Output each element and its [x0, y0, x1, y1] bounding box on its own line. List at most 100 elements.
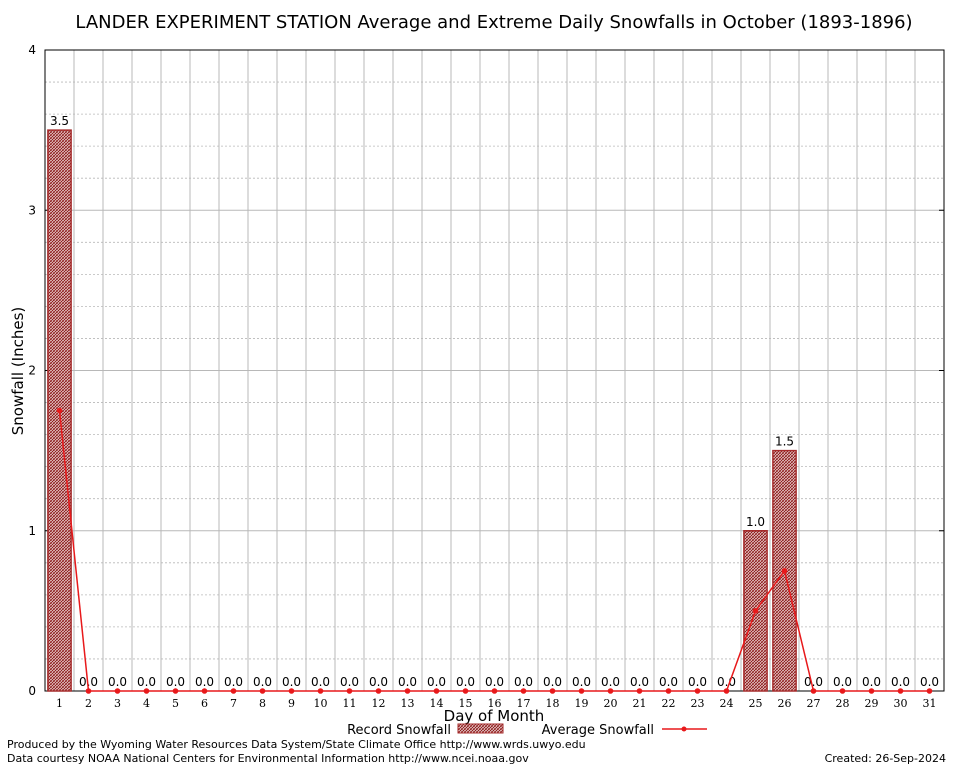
- average-point: [607, 688, 614, 694]
- average-point: [520, 688, 527, 694]
- average-point: [433, 688, 440, 694]
- average-point: [259, 688, 266, 694]
- x-tick-label: 24: [720, 697, 734, 710]
- x-tick-label: 19: [575, 697, 589, 710]
- average-point: [288, 688, 295, 694]
- legend-record-swatch: [457, 723, 504, 734]
- x-tick-label: 29: [865, 697, 879, 710]
- x-tick-label: 2: [85, 697, 92, 710]
- x-tick-label: 18: [546, 697, 560, 710]
- x-tick-label: 30: [894, 697, 908, 710]
- x-tick-label: 16: [488, 697, 502, 710]
- average-point: [839, 688, 846, 694]
- x-tick-label: 5: [172, 697, 179, 710]
- bar-value-label: 0.0: [427, 675, 446, 689]
- bar-value-label: 0.0: [891, 675, 910, 689]
- bar-value-label: 0.0: [137, 675, 156, 689]
- bar-value-label: 0.0: [659, 675, 678, 689]
- average-point: [56, 407, 63, 414]
- average-point: [665, 688, 672, 694]
- y-tick-label: 3: [28, 203, 36, 217]
- x-tick-label: 28: [836, 697, 850, 710]
- x-tick-label: 1: [56, 697, 63, 710]
- bar-value-label: 0.0: [253, 675, 272, 689]
- average-point: [810, 688, 817, 694]
- x-tick-label: 10: [314, 697, 328, 710]
- x-tick-label: 8: [259, 697, 266, 710]
- bar-value-label: 0.0: [108, 675, 127, 689]
- x-tick-label: 3: [114, 697, 121, 710]
- average-point: [114, 688, 121, 694]
- average-point: [694, 688, 701, 694]
- legend-average-label: Average Snowfall: [542, 723, 654, 738]
- average-point: [375, 688, 382, 694]
- x-tick-label: 23: [691, 697, 705, 710]
- y-tick-label: 0: [28, 684, 36, 698]
- credit-line-2: Data courtesy NOAA National Centers for …: [7, 752, 529, 765]
- bar-value-label: 1.5: [775, 435, 794, 449]
- legend-record-label: Record Snowfall: [347, 723, 451, 738]
- average-point: [723, 688, 730, 694]
- bar-value-label: 0.0: [485, 675, 504, 689]
- average-line: [56, 407, 933, 694]
- average-point: [868, 688, 875, 694]
- x-tick-label: 31: [923, 697, 937, 710]
- credit-line-1: Produced by the Wyoming Water Resources …: [7, 738, 586, 751]
- bar-value-label: 0.0: [456, 675, 475, 689]
- bar-value-label: 1.0: [746, 515, 765, 529]
- average-point: [317, 688, 324, 694]
- x-tick-label: 6: [201, 697, 208, 710]
- bar-value-label: 0.0: [369, 675, 388, 689]
- bar-value-label: 0.0: [398, 675, 417, 689]
- average-point: [85, 688, 92, 694]
- bar-value-label: 0.0: [804, 675, 823, 689]
- bar-value-label: 0.0: [311, 675, 330, 689]
- x-tick-label: 26: [778, 697, 792, 710]
- bar-value-label: 0.0: [166, 675, 185, 689]
- x-axis-title: Day of Month: [444, 707, 545, 725]
- x-tick-label: 11: [343, 697, 357, 710]
- bar-value-label: 0.0: [514, 675, 533, 689]
- x-tick-label: 14: [430, 697, 444, 710]
- x-tick-label: 9: [288, 697, 295, 710]
- average-point: [462, 688, 469, 694]
- x-tick-label: 12: [372, 697, 386, 710]
- bar-value-label: 0.0: [717, 675, 736, 689]
- x-tick-label: 7: [230, 697, 237, 710]
- legend-average-marker: [681, 726, 687, 732]
- y-tick-label: 4: [28, 43, 36, 57]
- x-tick-label: 15: [459, 697, 473, 710]
- average-point: [897, 688, 904, 694]
- average-point: [926, 688, 933, 694]
- bar-value-label: 0.0: [630, 675, 649, 689]
- x-axis-ticks: 1 2 3 4 5 6 7 8 9 10 11 12 13 14 15 16 17 18 19 20 21 22 23 24 2…: [56, 697, 937, 710]
- bar-data-labels: 3.5 0.0 0.0 0.0 0.0 0.0 0.0 0.0 0.0 0.0 0.0 0.0 0.0 0…: [50, 114, 939, 689]
- average-point: [752, 608, 759, 614]
- chart-title: LANDER EXPERIMENT STATION Average and Ex…: [75, 12, 912, 33]
- x-tick-label: 21: [633, 697, 647, 710]
- average-point: [172, 688, 179, 694]
- bar-value-label: 0.0: [601, 675, 620, 689]
- bar-value-label: 0.0: [340, 675, 359, 689]
- legend: Record Snowfall Average Snowfall: [347, 723, 707, 738]
- bar-value-label: 0.0: [688, 675, 707, 689]
- x-tick-label: 25: [749, 697, 763, 710]
- average-point: [230, 688, 237, 694]
- bar-value-label: 0.0: [224, 675, 243, 689]
- x-tick-label: 20: [604, 697, 618, 710]
- bar-value-label: 0.0: [833, 675, 852, 689]
- average-point: [578, 688, 585, 694]
- y-tick-label: 2: [28, 364, 36, 378]
- average-point: [636, 688, 643, 694]
- x-tick-label: 22: [662, 697, 676, 710]
- bar-value-label: 3.5: [50, 114, 69, 128]
- bar-value-label: 0.0: [282, 675, 301, 689]
- bar-value-label: 0.0: [862, 675, 881, 689]
- grid: [45, 49, 944, 692]
- average-point: [346, 688, 353, 694]
- x-tick-label: 4: [143, 697, 150, 710]
- bar-value-label: 0.0: [572, 675, 591, 689]
- bar-value-label: 0.0: [543, 675, 562, 689]
- y-axis-title: Snowfall (Inches): [9, 307, 27, 435]
